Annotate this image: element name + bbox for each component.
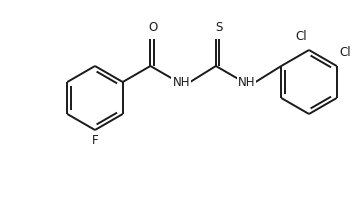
Text: Cl: Cl [295,30,307,43]
Text: F: F [92,134,98,148]
Text: NH: NH [173,75,190,89]
Text: S: S [215,21,223,34]
Text: O: O [149,21,158,34]
Text: NH: NH [238,75,255,89]
Text: Cl: Cl [339,46,350,58]
